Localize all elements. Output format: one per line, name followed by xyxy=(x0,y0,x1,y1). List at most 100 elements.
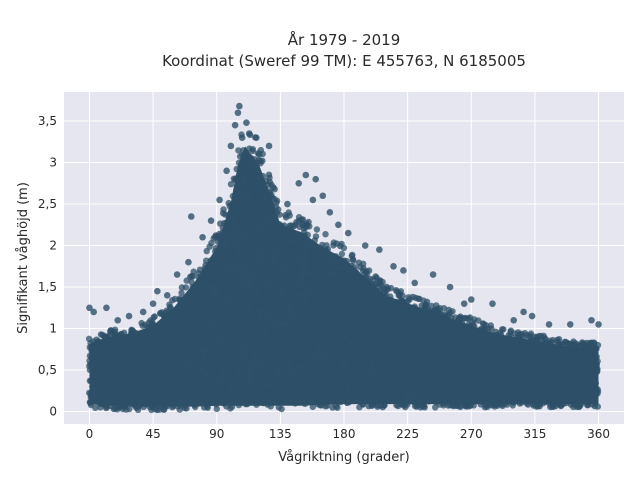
data-point xyxy=(372,314,380,321)
data-point xyxy=(276,351,283,359)
data-point xyxy=(241,390,248,397)
data-point xyxy=(267,403,274,410)
x-tick-label: 270 xyxy=(460,427,483,441)
data-point xyxy=(378,324,385,331)
data-point xyxy=(351,293,358,300)
data-point xyxy=(250,235,257,243)
data-point xyxy=(92,404,99,411)
data-point xyxy=(241,365,248,372)
data-point xyxy=(449,308,456,315)
data-point xyxy=(399,292,406,300)
data-point xyxy=(361,312,368,319)
data-point xyxy=(112,342,119,349)
data-point xyxy=(269,292,276,300)
data-point xyxy=(431,352,438,360)
data-point xyxy=(274,294,281,301)
data-point xyxy=(424,358,431,366)
data-point-outlier xyxy=(163,292,171,299)
data-point-outlier xyxy=(361,242,369,249)
data-point-outlier xyxy=(295,180,303,187)
data-point xyxy=(224,371,231,379)
data-point xyxy=(592,379,599,387)
data-point xyxy=(297,310,304,318)
data-point xyxy=(120,329,128,336)
data-point xyxy=(280,357,287,364)
y-tick-label: 1,5 xyxy=(38,280,57,294)
data-point xyxy=(213,294,220,302)
data-point xyxy=(398,395,405,402)
data-point xyxy=(396,388,403,395)
x-tick-label: 180 xyxy=(333,427,356,441)
data-point xyxy=(182,284,190,291)
data-point xyxy=(133,330,141,337)
data-point xyxy=(340,353,347,360)
data-point-outlier xyxy=(467,296,475,303)
y-tick-label: 1 xyxy=(49,322,57,336)
data-point xyxy=(190,364,197,371)
data-point xyxy=(253,268,260,275)
data-point xyxy=(460,368,467,375)
data-point-outlier xyxy=(309,196,317,204)
data-point xyxy=(297,287,305,294)
data-point-outlier xyxy=(302,171,310,179)
data-point xyxy=(365,362,372,369)
data-point xyxy=(209,275,216,282)
data-point xyxy=(340,385,347,393)
data-point xyxy=(322,372,330,380)
data-point xyxy=(249,147,256,155)
data-point xyxy=(249,245,257,252)
data-point xyxy=(232,311,239,318)
data-point xyxy=(263,362,270,370)
data-point xyxy=(389,347,397,354)
data-point xyxy=(311,346,318,353)
data-point xyxy=(138,360,145,367)
data-point xyxy=(319,264,326,271)
data-point xyxy=(274,278,282,286)
data-point xyxy=(353,269,360,276)
data-point xyxy=(401,379,408,386)
data-point-outlier xyxy=(566,321,574,328)
data-point xyxy=(256,393,263,400)
data-point xyxy=(178,358,185,365)
data-point xyxy=(192,403,199,411)
data-point xyxy=(221,258,229,266)
data-point xyxy=(333,370,341,377)
data-point xyxy=(246,228,253,236)
data-point xyxy=(192,380,199,387)
data-point xyxy=(475,317,482,324)
data-point-outlier xyxy=(199,233,206,241)
data-point xyxy=(478,346,485,353)
data-point-outlier xyxy=(326,209,334,216)
data-point xyxy=(248,292,255,299)
data-point xyxy=(164,346,171,353)
data-point-outlier xyxy=(114,316,122,324)
data-point-outlier xyxy=(187,213,195,220)
data-point xyxy=(312,233,320,240)
data-point-outlier xyxy=(312,175,320,183)
data-point xyxy=(379,278,386,286)
data-point xyxy=(223,219,230,227)
data-point xyxy=(314,282,321,289)
data-point xyxy=(202,311,209,318)
data-point xyxy=(280,304,288,311)
data-point xyxy=(230,318,237,325)
data-point xyxy=(305,397,313,404)
data-point-outlier xyxy=(90,308,97,316)
data-point xyxy=(234,271,242,279)
data-point xyxy=(368,302,375,309)
data-point-outlier xyxy=(86,304,93,312)
data-point xyxy=(260,346,268,353)
data-point xyxy=(313,362,320,369)
data-point xyxy=(392,374,400,381)
data-point xyxy=(220,282,227,289)
data-point xyxy=(196,352,203,360)
data-point xyxy=(387,293,394,300)
data-point xyxy=(340,244,348,252)
data-point xyxy=(210,347,218,354)
data-point xyxy=(300,302,308,309)
data-point xyxy=(240,246,248,253)
data-point xyxy=(240,315,248,322)
data-point xyxy=(470,402,477,409)
data-point xyxy=(355,357,363,365)
data-point xyxy=(294,305,301,313)
